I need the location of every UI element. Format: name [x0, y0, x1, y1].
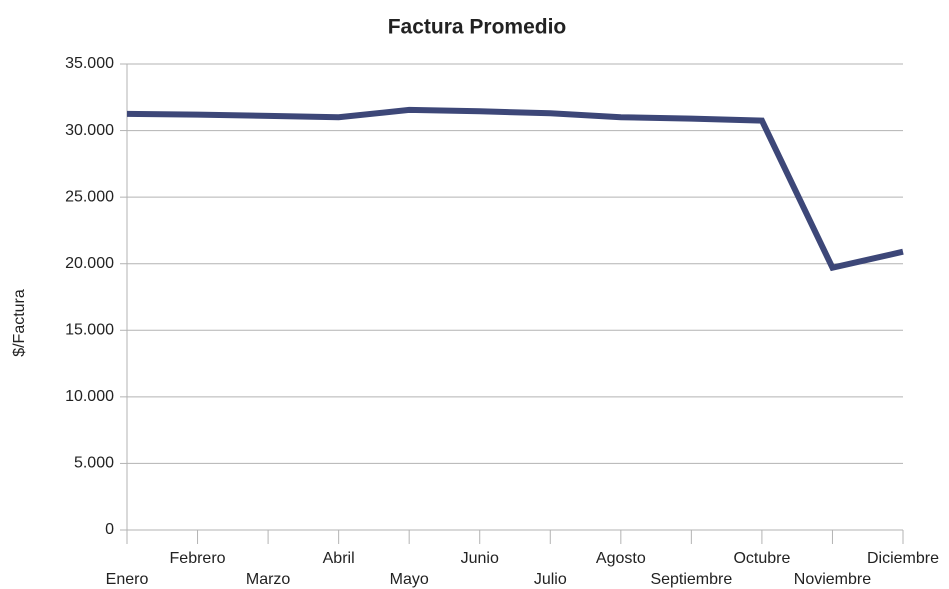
x-tick-label: Enero: [106, 571, 149, 588]
y-tick-label: 35.000: [65, 55, 114, 72]
chart-title: Factura Promedio: [388, 16, 567, 39]
y-tick-label: 10.000: [65, 388, 114, 405]
x-tick-label: Abril: [323, 550, 355, 567]
y-tick-label: 25.000: [65, 188, 114, 205]
data-line: [126, 106, 904, 272]
x-tick-label: Septiembre: [650, 571, 732, 588]
x-tick-label: Diciembre: [867, 550, 939, 567]
x-tick-label: Octubre: [733, 550, 790, 567]
x-tick-label: Julio: [534, 571, 567, 588]
y-tick-label: 20.000: [65, 255, 114, 272]
x-tick-label: Mayo: [390, 571, 429, 588]
y-axis-label: $/Factura: [11, 289, 28, 357]
y-tick-label: 5.000: [74, 455, 114, 472]
y-tick-label: 30.000: [65, 122, 114, 139]
x-tick-label: Marzo: [246, 571, 291, 588]
y-tick-label: 15.000: [65, 322, 114, 339]
x-tick-label: Agosto: [596, 550, 646, 567]
x-tick-label: Febrero: [170, 550, 226, 567]
x-tick-label: Noviembre: [794, 571, 871, 588]
x-tick-label: Junio: [461, 550, 499, 567]
y-tick-label: 0: [105, 521, 114, 538]
